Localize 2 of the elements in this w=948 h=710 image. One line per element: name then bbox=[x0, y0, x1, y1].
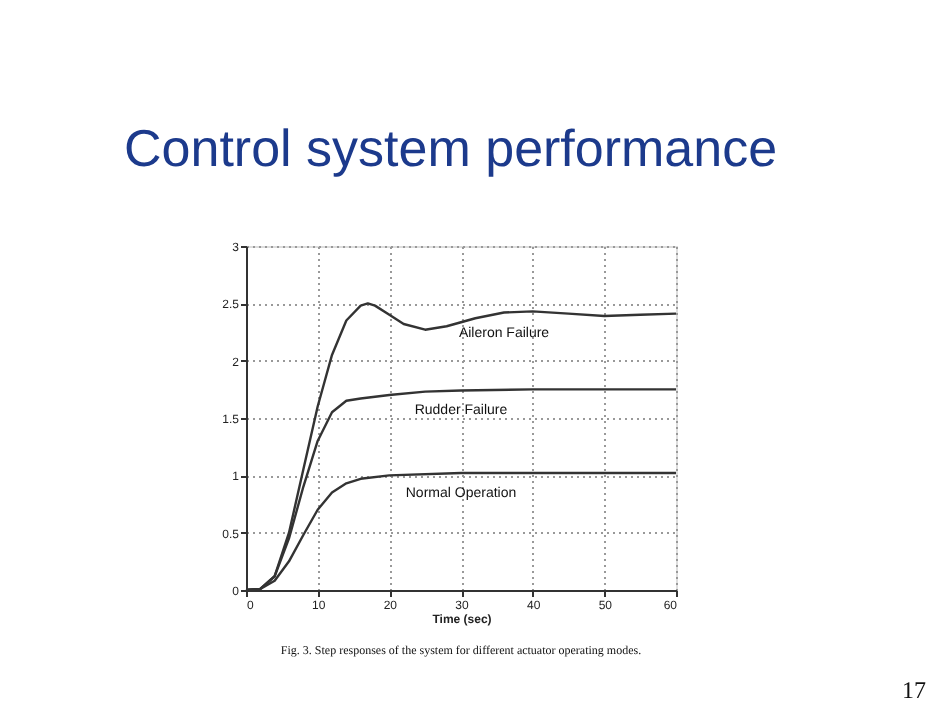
chart-title: Control system performance bbox=[124, 118, 778, 178]
text: 17 bbox=[902, 676, 926, 704]
